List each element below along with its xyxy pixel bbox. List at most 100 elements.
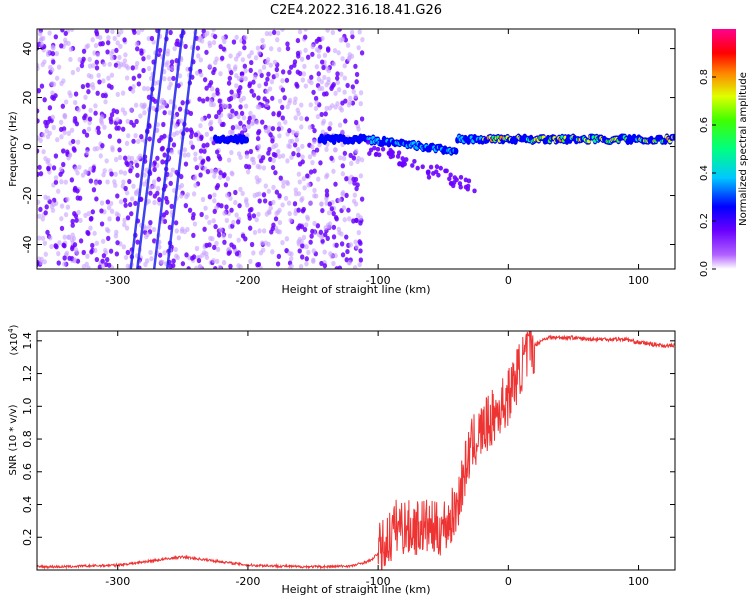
spectrogram-cell [228,53,233,59]
spectrogram-cell [415,165,420,171]
spectrogram-cell [255,45,261,51]
spectrogram-cell [127,201,133,208]
spectrogram-cell [198,123,203,129]
spectrogram-cell [310,150,316,157]
spectrogram-cell [80,172,86,178]
spectrogram-cell [37,62,40,69]
spectrogram-cell [294,81,299,87]
spectrogram-cell [37,118,40,124]
spectrogram-cell [336,87,342,93]
spectrogram-cell [222,239,227,245]
spectrogram-cell [204,85,209,91]
spectrogram-cell [226,246,232,253]
spectrogram-cell [320,129,326,135]
spectrogram-cell [295,130,300,136]
spectrogram-cell [313,95,319,102]
spectrogram-cell [49,67,55,73]
spectrogram-cell [130,88,136,94]
spectrogram-cell [85,149,90,156]
spectrogram-cell [302,185,307,191]
spectrogram-cell [220,55,225,61]
spectrogram-cell [246,53,252,59]
spectrogram-cell [211,92,216,98]
spectrogram-cell [115,193,120,199]
spectrogram-cell [236,113,241,120]
spectrogram-image [37,29,675,269]
spectrogram-cell [333,90,338,96]
spectrogram-cell [148,185,153,191]
spectrogram-cell [299,224,305,230]
spectrogram-cell [356,230,362,236]
spectrogram-cell [323,232,328,238]
spectrogram-cell [221,260,227,266]
spectrogram-cell [135,46,140,52]
spectrogram-cell [79,63,85,69]
spectrogram-cell [268,31,273,37]
spectrogram-cell [105,179,110,185]
spectrogram-cell [342,150,348,156]
spectrogram-cell [274,66,280,73]
spectrogram-cell [131,138,136,144]
spectrogram-cell [265,76,270,82]
spectrogram-cell [62,234,67,240]
spectrogram-cell [141,85,147,92]
spectrogram-cell [226,250,231,256]
spectrogram-cell [356,126,361,132]
spectrogram-cell [316,48,322,54]
spectrogram-cell [53,179,59,185]
spectrogram-cell [216,232,222,238]
spectrogram-cell [248,110,253,116]
spectrogram-cell [151,226,157,233]
spectrogram-cell [388,154,394,160]
spectrogram-cell [115,117,120,123]
spectrogram-cell [319,111,324,118]
spectrogram-cell [268,62,273,68]
spectrogram-cell [47,105,53,111]
spectrogram-cell [182,229,188,235]
spectrogram-cell [49,81,55,87]
spectrogram-cell [60,103,66,109]
spectrogram-cell [319,201,324,207]
spectrogram-cell [63,40,68,46]
spectrogram-cell [160,259,165,265]
spectrogram-cell [113,62,119,68]
spectrogram-cell [66,130,72,136]
spectrogram-cell [316,53,322,59]
spectrogram-cell [129,155,135,162]
spectrogram-cell [152,193,158,199]
spectrogram-cell [260,240,265,246]
spectrogram-cell [212,192,217,198]
spectrogram-cell [322,263,328,269]
spectrogram-cell [155,185,161,192]
spectrogram-cell [94,29,99,35]
spectrogram-cell [115,216,121,222]
spectrogram-cell [297,248,302,254]
spectrogram-cell [183,43,188,50]
spectrogram-cell [299,56,305,62]
spectrogram-cell [252,74,258,80]
spectrogram-cell [251,92,257,98]
spectrogram-cell [131,75,137,81]
spectrogram-cell [37,213,42,219]
spectrogram-cell [146,65,152,72]
spectrogram-cell [118,169,124,175]
spectrogram-cell [238,104,243,110]
spectrogram-cell [154,127,160,133]
spectrogram-cell [73,91,79,97]
spectrogram-cell [132,29,137,35]
spectrogram-cell [171,75,176,82]
spectrogram-cell [170,65,175,72]
spectrogram-cell [155,155,160,161]
spectrogram-cell [204,242,209,248]
snr-y-label: SNR (10 * v/v) [8,404,19,475]
spectrogram-cell [93,43,99,49]
spectrogram-cell [94,256,100,263]
spectrogram-cell [281,183,286,189]
spectrogram-cell [340,100,345,106]
spectrogram-cell [46,195,51,201]
spectrogram-cell [226,112,232,118]
spectrogram-cell [341,205,347,211]
spectrogram-cell [270,125,276,132]
spectrogram-cell [81,129,87,135]
spectrogram-cell [333,181,338,187]
